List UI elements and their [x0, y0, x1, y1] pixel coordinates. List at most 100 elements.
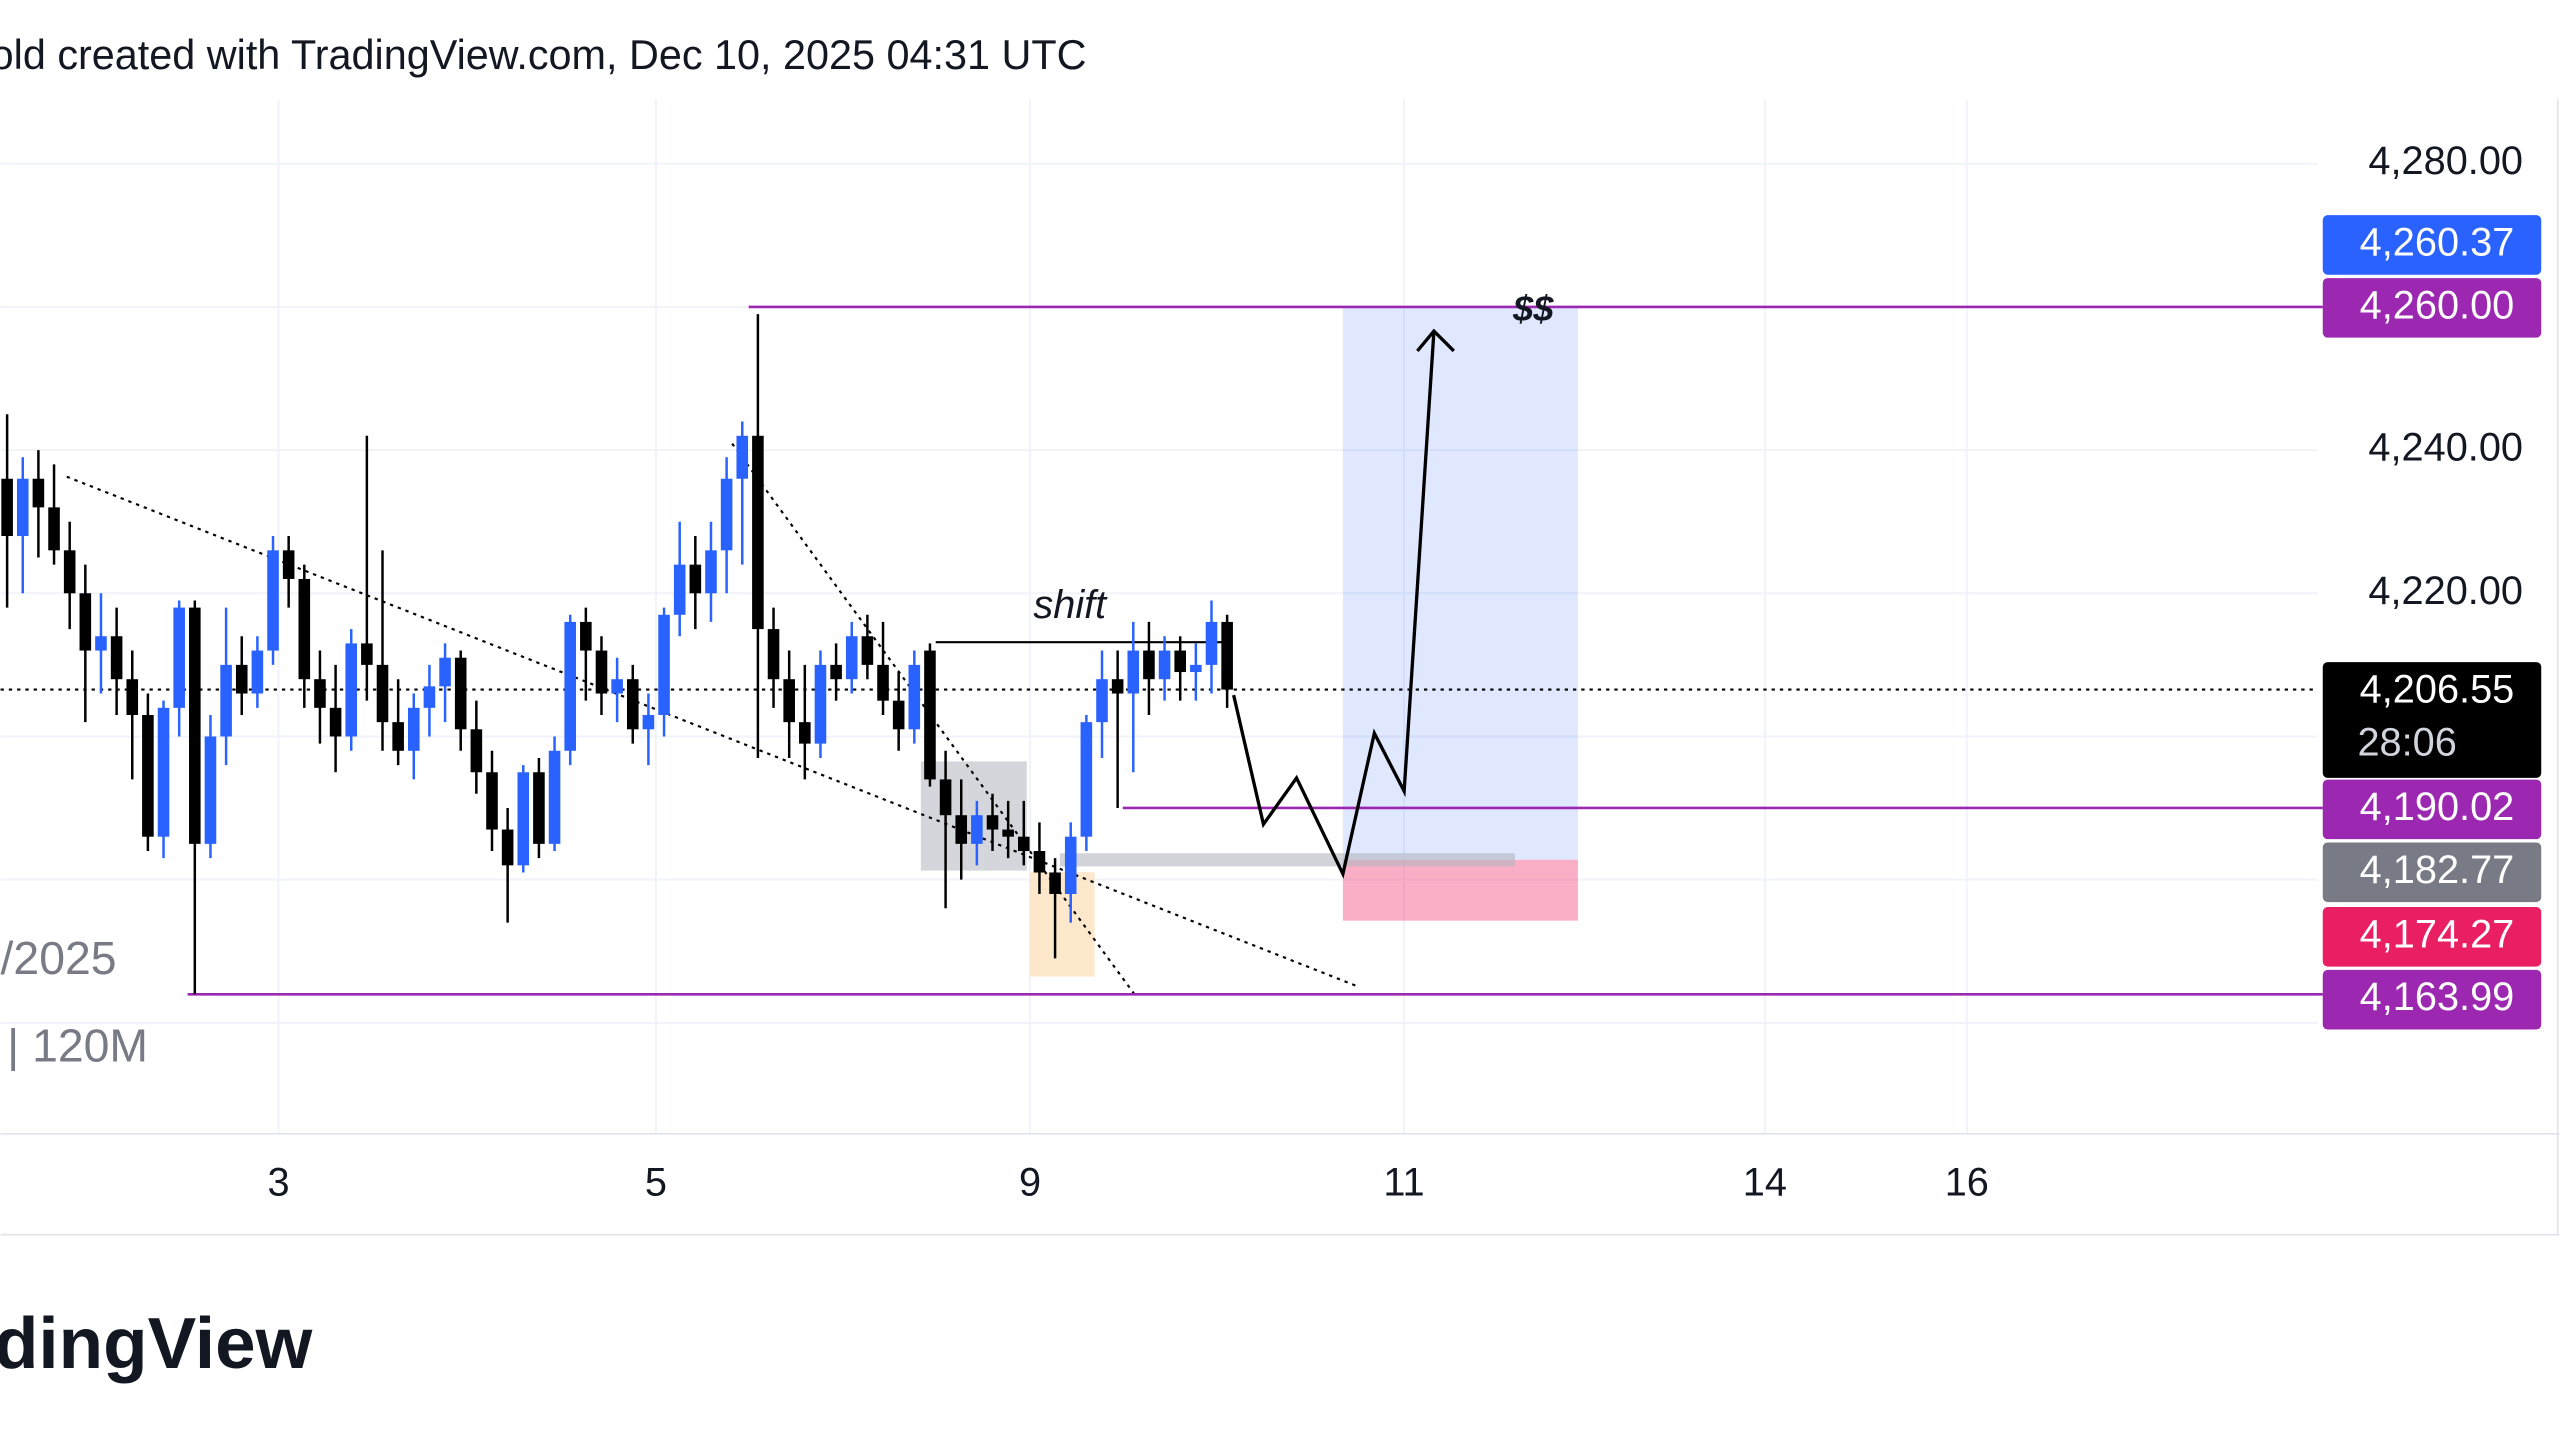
- candle-body: [173, 607, 185, 708]
- candle-body: [282, 550, 295, 579]
- y-tick-label: 4,220.00: [2368, 569, 2523, 613]
- candle-body: [1127, 650, 1140, 694]
- entry-bar: [1059, 853, 1516, 867]
- arrow-head: [1416, 328, 1455, 353]
- candle-body: [220, 664, 232, 737]
- candle-body: [861, 636, 874, 665]
- candle-body: [407, 707, 420, 751]
- candle-body: [470, 729, 483, 773]
- legend-interval: | 120M: [7, 1020, 148, 1072]
- candle-body: [767, 629, 780, 680]
- price-label-box: [2322, 662, 2542, 778]
- x-tick-label: 16: [1945, 1161, 1989, 1205]
- candle-body: [1143, 650, 1155, 680]
- candles: [1, 314, 1233, 995]
- candle-body: [892, 700, 905, 730]
- candle-body: [720, 478, 733, 551]
- candle-body: [830, 664, 842, 680]
- candle-body: [814, 664, 827, 744]
- candle-body: [501, 829, 514, 866]
- candle-body: [1080, 722, 1093, 837]
- candle-body: [548, 750, 561, 844]
- candle-body: [1190, 664, 1202, 673]
- price-label: 4,190.02: [2360, 785, 2515, 829]
- projection-path: [1232, 330, 1436, 879]
- candle-body: [454, 657, 467, 730]
- axes: 3 5 9 11 14 16 4,280.00 4,240.00 4,220.00 4,260.3…: [267, 139, 2542, 1205]
- candle-body: [142, 714, 154, 837]
- candle-body: [1174, 650, 1187, 673]
- candle-body: [439, 657, 451, 687]
- candle-body: [971, 815, 983, 844]
- candle-body: [658, 614, 670, 715]
- candle-body: [611, 679, 623, 694]
- candle-body: [235, 664, 248, 694]
- candle-body: [626, 679, 639, 730]
- candle-body: [580, 621, 592, 651]
- candle-body: [95, 636, 107, 651]
- candle-body: [939, 779, 952, 816]
- candle-body: [908, 664, 921, 730]
- x-tick-label: 14: [1743, 1161, 1787, 1205]
- footer-logo: dingView: [0, 1303, 313, 1384]
- candle-body: [48, 507, 60, 551]
- candle-body: [157, 707, 170, 837]
- y-tick-label: 4,240.00: [2368, 426, 2523, 470]
- overlay: shift $$: [1033, 288, 1554, 879]
- candle-body: [298, 578, 311, 680]
- candle-body: [376, 664, 389, 723]
- price-label: 4,260.37: [2360, 220, 2515, 264]
- candle-body: [595, 650, 608, 694]
- price-label-box: [2322, 278, 2542, 338]
- candle-body: [314, 679, 326, 708]
- candle-body: [32, 478, 45, 508]
- candle-body: [752, 435, 764, 630]
- candle-body: [1002, 829, 1014, 837]
- target-label: $$: [1512, 288, 1554, 329]
- y-tick-label: 4,280.00: [2368, 139, 2523, 183]
- countdown-label: 28:06: [2357, 720, 2456, 764]
- candle-body: [126, 679, 139, 715]
- candle-body: [63, 550, 76, 594]
- candle-body: [1111, 679, 1124, 694]
- candle-body: [689, 564, 702, 594]
- x-tick-label: 9: [1019, 1161, 1041, 1205]
- candle-body: [517, 772, 530, 866]
- candle-body: [345, 643, 358, 737]
- candle-body: [16, 478, 29, 537]
- candle-body: [204, 736, 217, 844]
- candle-body: [361, 643, 373, 665]
- candle-body: [1049, 872, 1061, 894]
- price-label: 4,206.55: [2360, 667, 2515, 711]
- candle-body: [267, 550, 279, 651]
- profit-zone: [1342, 306, 1578, 860]
- candle-body: [1221, 621, 1233, 690]
- price-label: 4,174.27: [2360, 912, 2515, 956]
- candle-body: [329, 707, 342, 737]
- candle-body: [705, 550, 717, 594]
- price-label: 4,163.99: [2360, 975, 2515, 1019]
- price-label: 4,182.77: [2360, 848, 2515, 892]
- candle-body: [673, 564, 686, 615]
- loss-zone: [1342, 859, 1578, 921]
- candle-body: [845, 636, 858, 680]
- candle-body: [1096, 679, 1108, 723]
- candle-body: [1064, 836, 1077, 894]
- price-label-box: [2322, 215, 2542, 275]
- candle-body: [1158, 650, 1171, 680]
- candle-body: [955, 815, 968, 844]
- x-tick-label: 5: [645, 1161, 667, 1205]
- candle-body: [1, 478, 13, 537]
- price-label-box: [2322, 907, 2542, 967]
- price-label-box: [2322, 969, 2542, 1030]
- candle-body: [533, 772, 545, 844]
- candle-body: [251, 650, 264, 694]
- candle-body: [877, 664, 889, 701]
- candle-body: [79, 593, 92, 651]
- candle-body: [423, 686, 436, 708]
- candle-body: [986, 815, 999, 830]
- price-label-box: [2322, 779, 2542, 840]
- candle-body: [486, 772, 498, 830]
- candle-body: [392, 722, 404, 751]
